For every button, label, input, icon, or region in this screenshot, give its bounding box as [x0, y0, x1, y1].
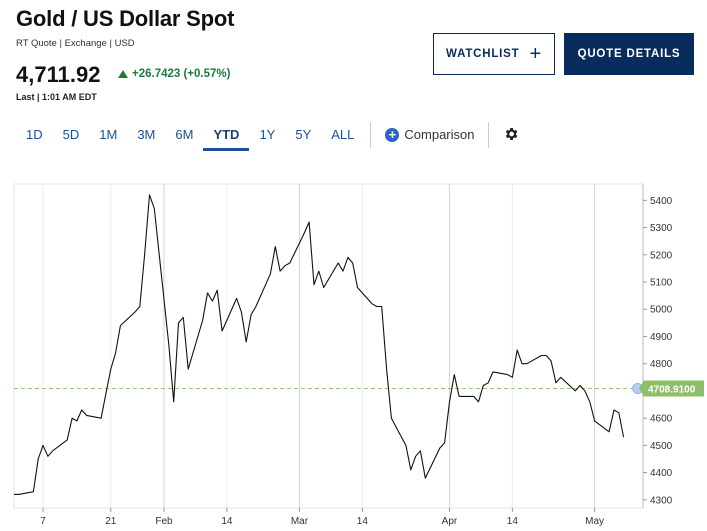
y-tick-label: 4600 [650, 414, 673, 425]
quote-subtitle: RT Quote | Exchange | USD [16, 38, 135, 49]
comparison-label: Comparison [404, 127, 475, 142]
price-series-line [14, 194, 625, 495]
price-change-value: +26.7423 (+0.57%) [132, 68, 231, 80]
y-tick-label: 5000 [650, 305, 673, 316]
watchlist-label: WATCHLIST [446, 48, 520, 60]
watchlist-button[interactable]: WATCHLIST + [433, 33, 555, 75]
x-tick-label: May [585, 516, 604, 527]
last-update-time: Last | 1:01 AM EDT [16, 92, 97, 102]
last-price-badge-label: 4708.9100 [648, 384, 696, 395]
y-tick-label: 5200 [650, 250, 673, 261]
price-chart[interactable]: 7 21 Feb 14 Mar 14 Apr 14 May 4300 4400 4500 4600 470… [0, 180, 707, 531]
range-ytd[interactable]: YTD [203, 122, 250, 151]
up-triangle-icon [118, 70, 128, 78]
x-tick-label: Apr [442, 516, 458, 527]
range-1d[interactable]: 1D [26, 127, 43, 142]
toolbar-divider [370, 122, 372, 148]
plus-icon: + [529, 43, 542, 65]
comparison-button[interactable]: + Comparison [377, 122, 482, 147]
y-tick-label: 5100 [650, 278, 673, 289]
quote-details-button[interactable]: QUOTE DETAILS [564, 33, 694, 75]
y-tick-label: 4500 [650, 441, 673, 452]
y-tick-label: 4900 [650, 332, 673, 343]
quote-details-label: QUOTE DETAILS [577, 48, 681, 60]
y-tick-label: 5400 [650, 196, 673, 207]
time-range-toolbar: 1D 5D 1M 3M 6M YTD 1Y 5Y ALL + Compariso… [16, 122, 527, 152]
x-tick-label: 14 [357, 516, 369, 527]
toolbar-divider [488, 122, 490, 148]
range-3m[interactable]: 3M [137, 127, 156, 142]
x-tick-label: 21 [105, 516, 117, 527]
x-tick-label: 7 [40, 516, 46, 527]
settings-button[interactable] [495, 122, 527, 151]
plot-frame [13, 183, 644, 509]
x-tick-label: Mar [291, 516, 309, 527]
last-price: 4,711.92 [16, 62, 101, 87]
range-all[interactable]: ALL [331, 127, 355, 142]
x-tick-label: Feb [155, 516, 173, 527]
range-1m[interactable]: 1M [99, 127, 118, 142]
range-6m[interactable]: 6M [175, 127, 194, 142]
gear-icon [506, 128, 518, 140]
y-tick-label: 4400 [650, 468, 673, 479]
range-5d[interactable]: 5D [62, 127, 80, 142]
range-1y[interactable]: 1Y [259, 127, 276, 142]
plus-circle-icon: + [385, 127, 400, 142]
x-tick-label: 14 [507, 516, 519, 527]
last-price-badge [639, 380, 704, 397]
price-change: +26.7423 (+0.57%) [118, 68, 230, 80]
y-tick-label: 4300 [650, 495, 673, 506]
page-title: Gold / US Dollar Spot [16, 6, 235, 31]
range-5y[interactable]: 5Y [295, 127, 312, 142]
x-tick-label: 14 [221, 516, 233, 527]
y-tick-label: 4800 [650, 359, 673, 370]
y-tick-label: 5300 [650, 223, 673, 234]
